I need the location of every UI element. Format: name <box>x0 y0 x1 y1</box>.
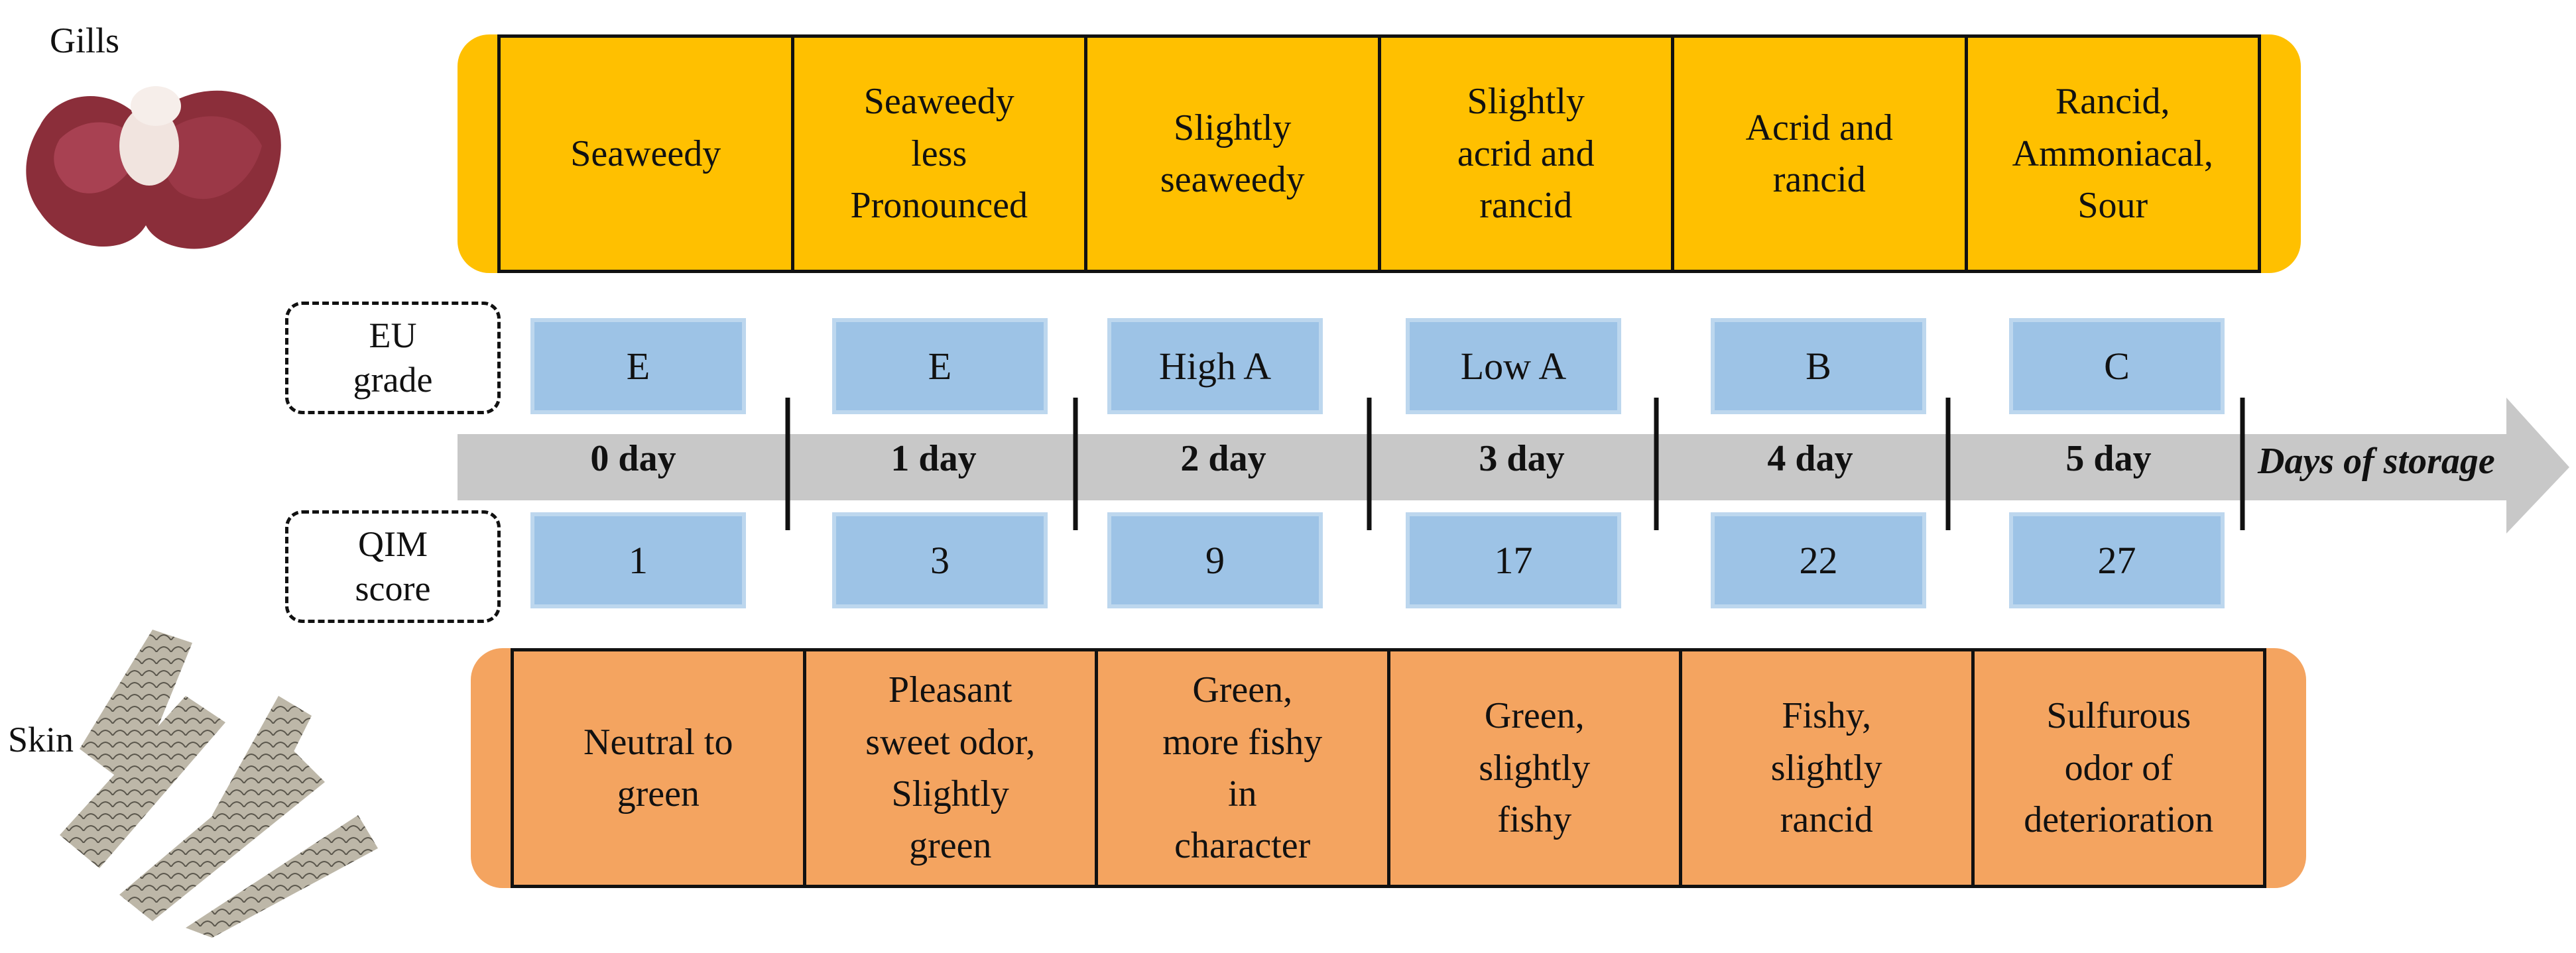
eu-grade-day1: E <box>832 318 1048 414</box>
skin-odor-day5: Sulfurous odor of deterioration <box>2024 695 2214 841</box>
qim-score-day1: 3 <box>832 512 1048 608</box>
skin-odor-day4: Fishy, slightly rancid <box>1682 651 1975 885</box>
gills-odor-band: Seaweedy Seaweedy less Pronounced Slight… <box>458 34 2301 273</box>
qim-score-label: QIM score <box>285 510 501 623</box>
skin-odor-day0: Neutral to green <box>514 651 806 885</box>
eu-grade-day4: B <box>1711 318 1926 414</box>
day-label-2: 2 day <box>1180 438 1266 479</box>
qim-score-day4: 22 <box>1711 512 1926 608</box>
skin-odor-band: Neutral to green Pleasant sweet odor, Sl… <box>471 648 2306 888</box>
skin-odor-day1: Pleasant sweet odor, Slightly green <box>806 651 1098 885</box>
gills-odor-day2: Slightly seaweedy <box>1087 38 1381 270</box>
gills-odor-day0: Seaweedy <box>501 38 794 270</box>
gills-label: Gills <box>50 21 120 60</box>
eu-grade-label: EU grade <box>285 302 501 414</box>
day-label-3: 3 day <box>1479 438 1565 479</box>
qim-score-day0: 1 <box>530 512 746 608</box>
day-label-0: 0 day <box>590 438 676 479</box>
eu-grade-day0: E <box>530 318 746 414</box>
gills-odor-day3: Slightly acrid and rancid <box>1381 38 1674 270</box>
gills-photo <box>26 86 281 249</box>
eu-grade-day2: High A <box>1107 318 1323 414</box>
skin-photo <box>60 630 378 938</box>
gills-odor-day5: Rancid, Ammoniacal, Sour <box>2012 81 2213 227</box>
day-label-5: 5 day <box>2065 438 2152 479</box>
day-label-4: 4 day <box>1767 438 1853 479</box>
qim-score-day3: 17 <box>1406 512 1621 608</box>
eu-grade-day3: Low A <box>1406 318 1621 414</box>
skin-odor-day2: Green, more fishy in character <box>1098 651 1390 885</box>
axis-title: Days of storage <box>2258 441 2495 482</box>
qim-score-day2: 9 <box>1107 512 1323 608</box>
eu-grade-day5: C <box>2009 318 2225 414</box>
qim-score-day5: 27 <box>2009 512 2225 608</box>
skin-odor-day3: Green, slightly fishy <box>1390 651 1682 885</box>
skin-label: Skin <box>8 720 74 759</box>
gills-odor-day4: Acrid and rancid <box>1674 38 1968 270</box>
gills-odor-day1: Seaweedy less Pronounced <box>794 38 1087 270</box>
day-label-1: 1 day <box>890 438 977 479</box>
